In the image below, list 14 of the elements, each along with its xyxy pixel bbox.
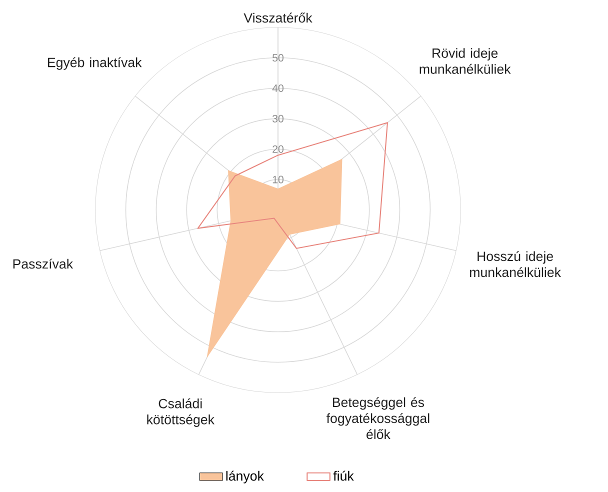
- spoke-label: Hosszú ideje munkanélküliek: [470, 251, 562, 278]
- legend-label: fiúk: [333, 470, 354, 481]
- spoke-label: Betegséggel és fogyatékossággal élők: [326, 397, 430, 440]
- legend-label: lányok: [226, 470, 264, 484]
- spoke-label: Visszatérők: [244, 12, 312, 23]
- spoke-label: Egyéb inaktívak: [48, 57, 142, 70]
- y-tick-label: 20: [272, 145, 284, 153]
- spoke-label: Rövid ideje munkanélküliek: [420, 48, 511, 74]
- y-tick-label: 10: [272, 176, 284, 184]
- y-tick-label: 50: [272, 54, 284, 62]
- spoke-label: Családi kötöttségek: [147, 398, 215, 427]
- y-tick-label: 30: [272, 114, 284, 122]
- spoke-label: Passzívak: [13, 258, 74, 269]
- y-tick-label: 40: [272, 84, 284, 92]
